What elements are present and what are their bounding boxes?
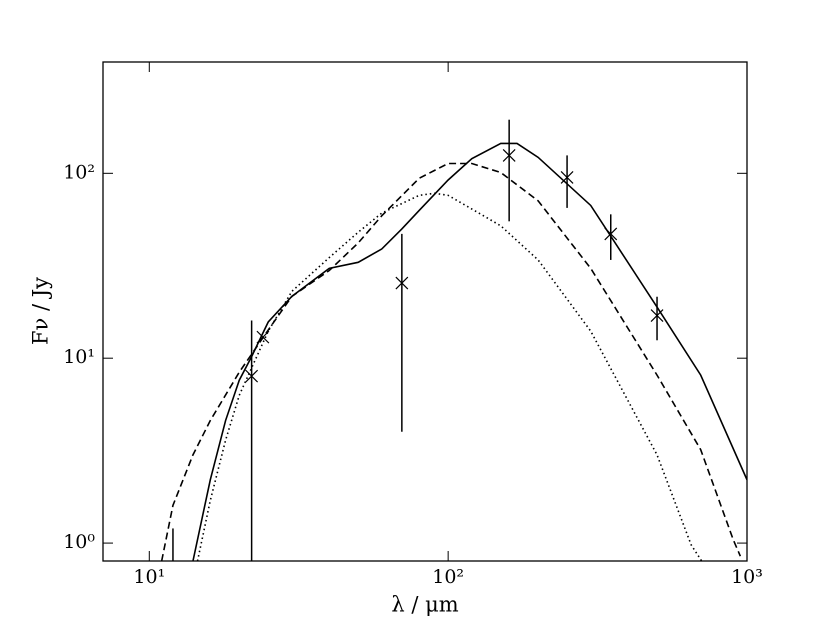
data-point — [604, 227, 618, 241]
model-line — [196, 192, 703, 561]
data-point — [256, 330, 270, 344]
x-tick-label: 10¹ — [133, 566, 165, 588]
y-tick-label: 10¹ — [63, 346, 95, 368]
plot-frame — [102, 61, 748, 562]
x-tick-label: 10² — [432, 566, 464, 588]
y-tick-label: 10² — [63, 161, 95, 183]
data-point — [650, 309, 664, 323]
y-tick-label: 10⁰ — [63, 531, 95, 553]
x-axis-label: λ / μm — [391, 593, 458, 617]
data-point — [167, 578, 179, 590]
model-line — [160, 162, 742, 561]
data-point — [560, 171, 574, 184]
plot-area — [160, 119, 747, 590]
data-point — [502, 148, 516, 162]
y-axis-label: Fν / Jy — [29, 277, 53, 345]
model-line — [192, 142, 747, 561]
data-point — [245, 369, 259, 383]
data-point — [395, 276, 409, 290]
x-tick-label: 10³ — [731, 566, 763, 588]
